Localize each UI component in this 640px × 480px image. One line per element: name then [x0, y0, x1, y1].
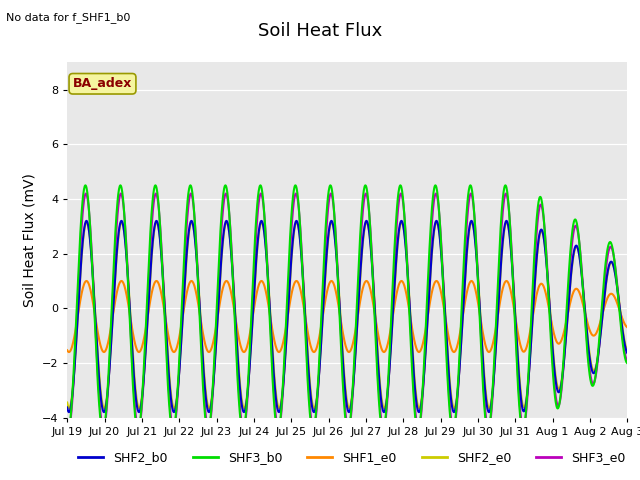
SHF2_e0 — [63, 400, 71, 406]
SHF1_e0 — [502, 278, 510, 284]
SHF2_b0 — [479, 361, 487, 367]
SHF3_e0 — [275, 426, 282, 432]
Legend: SHF2_b0, SHF3_b0, SHF1_e0, SHF2_e0, SHF3_e0: SHF2_b0, SHF3_b0, SHF1_e0, SHF2_e0, SHF3… — [74, 446, 630, 469]
Line: SHF3_b0: SHF3_b0 — [67, 185, 627, 431]
SHF2_e0 — [617, 311, 625, 317]
SHF3_b0 — [323, 210, 330, 216]
SHF3_e0 — [333, 257, 341, 263]
Line: SHF2_b0: SHF2_b0 — [67, 221, 627, 412]
SHF3_e0 — [562, 328, 570, 334]
SHF3_b0 — [623, 360, 631, 366]
SHF3_b0 — [333, 263, 341, 268]
SHF2_e0 — [480, 366, 488, 372]
SHF1_e0 — [617, 311, 625, 316]
SHF1_e0 — [151, 280, 159, 286]
Text: Soil Heat Flux: Soil Heat Flux — [258, 22, 382, 40]
SHF2_e0 — [562, 336, 570, 341]
Line: SHF1_e0: SHF1_e0 — [67, 281, 627, 352]
SHF2_b0 — [322, 262, 330, 268]
SHF3_e0 — [480, 388, 488, 394]
SHF3_b0 — [63, 427, 71, 433]
Y-axis label: Soil Heat Flux (mV): Soil Heat Flux (mV) — [22, 173, 36, 307]
SHF1_e0 — [479, 331, 487, 337]
SHF1_e0 — [333, 291, 340, 297]
SHF2_e0 — [205, 405, 213, 411]
SHF2_e0 — [223, 219, 230, 225]
SHF3_b0 — [617, 321, 625, 327]
SHF3_e0 — [63, 423, 71, 429]
SHF2_b0 — [485, 409, 493, 415]
SHF2_b0 — [333, 254, 340, 260]
SHF3_e0 — [151, 193, 159, 199]
SHF2_e0 — [623, 348, 631, 354]
SHF1_e0 — [623, 324, 631, 330]
SHF2_e0 — [151, 225, 159, 230]
SHF3_b0 — [480, 397, 488, 403]
SHF1_e0 — [485, 349, 493, 355]
SHF2_b0 — [151, 222, 159, 228]
Line: SHF2_e0: SHF2_e0 — [67, 222, 627, 408]
SHF2_b0 — [562, 335, 570, 341]
SHF2_b0 — [617, 313, 625, 319]
SHF3_b0 — [64, 428, 72, 434]
Text: BA_adex: BA_adex — [73, 77, 132, 90]
SHF2_e0 — [333, 262, 341, 267]
SHF2_b0 — [502, 218, 510, 224]
SHF2_b0 — [63, 405, 71, 410]
SHF1_e0 — [63, 348, 71, 353]
Line: SHF3_e0: SHF3_e0 — [67, 193, 627, 429]
Text: No data for f_SHF1_b0: No data for f_SHF1_b0 — [6, 12, 131, 23]
SHF2_e0 — [323, 255, 330, 261]
SHF3_e0 — [257, 191, 265, 196]
SHF3_e0 — [623, 358, 631, 364]
SHF3_b0 — [82, 182, 90, 188]
SHF3_b0 — [152, 182, 159, 188]
SHF1_e0 — [562, 321, 570, 326]
SHF3_b0 — [562, 318, 570, 324]
SHF3_e0 — [617, 316, 625, 322]
SHF2_b0 — [623, 350, 631, 356]
SHF1_e0 — [322, 295, 330, 300]
SHF3_e0 — [323, 225, 330, 230]
